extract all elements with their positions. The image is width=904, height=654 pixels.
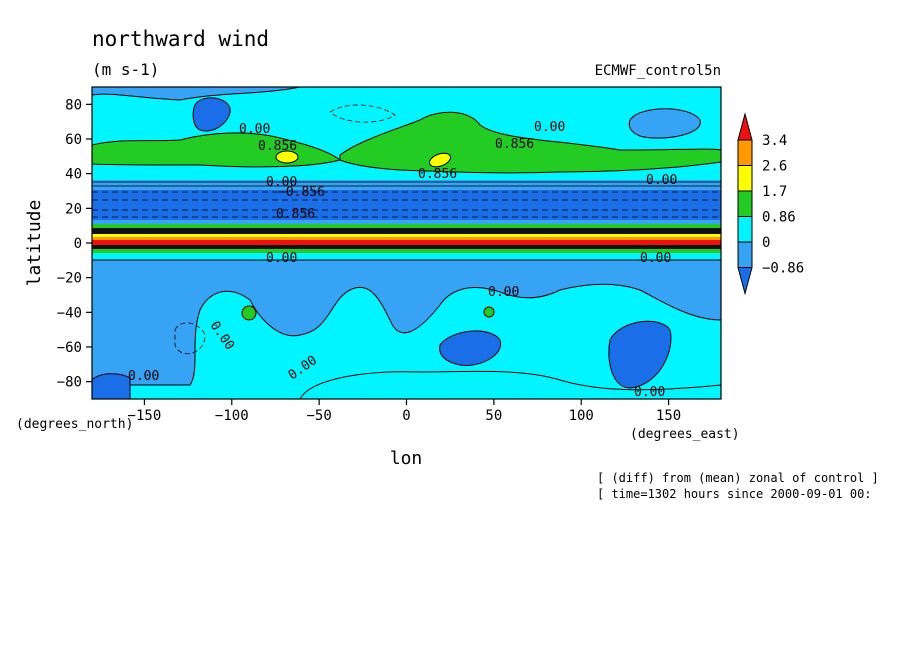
contour-label: 0.00 <box>634 385 665 400</box>
y-tick-label: −20 <box>57 271 82 287</box>
yellow-spot-1 <box>275 150 299 164</box>
band-green-n <box>92 224 721 228</box>
colorbar-swatch <box>737 165 753 192</box>
solid-contours-nh <box>92 181 721 187</box>
x-axis-title: lon <box>390 448 423 469</box>
band-yellow <box>92 234 721 237</box>
colorbar-label: 0.86 <box>762 210 796 226</box>
band-green-s <box>92 249 721 253</box>
y-axis-title: latitude <box>24 200 45 287</box>
band-lightblue-n <box>92 180 721 190</box>
chart-units: (m s-1) <box>92 60 159 79</box>
blob-nh-topleft <box>192 97 231 132</box>
colorbar-swatch <box>737 216 753 243</box>
band-lightblue-n2 <box>92 220 721 224</box>
y-tick-label: 40 <box>65 167 82 183</box>
y-tick-label: −80 <box>57 375 82 391</box>
y-tick-label: 20 <box>65 201 82 217</box>
contour-label: 0.00 <box>640 251 671 266</box>
band-blue-n <box>92 190 721 220</box>
sh-blue-blob-center <box>439 330 502 366</box>
blob-nh-right <box>628 108 701 139</box>
contour-label: −0.856 <box>278 185 325 200</box>
colorbar-swatch-min <box>737 267 753 296</box>
colorbar-label: 3.4 <box>762 133 787 149</box>
sh-lightblue-region <box>92 259 721 386</box>
contour-label: 0.00 <box>646 173 677 188</box>
colorbar-swatch <box>737 139 753 166</box>
contour-label: 0.00 <box>239 122 270 137</box>
band-black-contours <box>92 228 721 234</box>
note-diff: [ (diff) from (mean) zonal of control ] <box>597 471 879 485</box>
colorbar-label: 1.7 <box>762 184 787 200</box>
dashed-contour-sh <box>174 322 206 355</box>
note-time: [ time=1302 hours since 2000-09-01 00: <box>597 487 872 501</box>
colorbar-label: −0.86 <box>762 261 804 277</box>
x-units-label: (degrees_east) <box>630 427 740 442</box>
sh-blue-blob-right <box>608 320 672 389</box>
x-tick-label: 0 <box>402 408 410 424</box>
x-tick-label: −50 <box>306 408 331 424</box>
colorbar-label: 0 <box>762 235 770 251</box>
plot-area: 0.00 0.00 0.856 0.856 0.856 0.00 0.00 −0… <box>92 87 721 400</box>
y-axis: 80 60 40 20 0 −20 −40 −60 −80 <box>57 97 92 391</box>
contour-label: 0.00 <box>534 120 565 135</box>
sh-green-dot-1 <box>241 305 257 321</box>
x-tick-label: −100 <box>215 408 249 424</box>
colorbar-swatch-max <box>737 112 753 141</box>
y-tick-label: −60 <box>57 340 82 356</box>
band-cyan-s <box>92 253 721 260</box>
colorbar-swatch <box>737 190 753 217</box>
x-tick-label: 50 <box>485 408 502 424</box>
band-black-contours-2 <box>92 245 721 249</box>
colorbar-label: 2.6 <box>762 159 787 175</box>
dataset-label: ECMWF_control5n <box>595 63 721 79</box>
dashed-contour-nh-mid <box>329 104 396 123</box>
contour-label: 0.856 <box>418 167 457 182</box>
x-tick-label: 100 <box>569 408 594 424</box>
contour-label: 0.00 <box>266 251 297 266</box>
contour-label: 0.00 <box>488 285 519 300</box>
y-tick-label: −40 <box>57 305 82 321</box>
x-tick-label: 150 <box>656 408 681 424</box>
x-tick-label: −150 <box>128 408 162 424</box>
contour-label: 0.00 <box>128 369 159 384</box>
colorbar-swatch <box>737 241 753 268</box>
x-axis: −150 −100 −50 0 50 100 150 <box>128 399 681 424</box>
sh-cyan-bottom <box>299 370 721 399</box>
dashed-contours-nh <box>92 191 721 218</box>
sh-green-dot-2 <box>483 306 495 318</box>
y-tick-label: 60 <box>65 132 82 148</box>
y-tick-label: 80 <box>65 97 82 113</box>
colorbar: 3.4 2.6 1.7 0.86 0 −0.86 <box>737 112 804 296</box>
y-units-label: (degrees_north) <box>16 417 133 432</box>
blob-nh-topedge <box>92 87 301 101</box>
contour-label: 0.856 <box>276 207 315 222</box>
contour-label: 0.856 <box>495 137 534 152</box>
contour-label: 0.856 <box>258 139 297 154</box>
band-orange <box>92 237 721 240</box>
chart-title: northward wind <box>92 27 269 51</box>
contour-label: 0.00 <box>266 175 297 190</box>
y-tick-label: 0 <box>74 236 82 252</box>
band-red <box>92 240 721 245</box>
sh-blue-corner <box>92 373 131 399</box>
yellow-spot-2 <box>428 152 452 168</box>
